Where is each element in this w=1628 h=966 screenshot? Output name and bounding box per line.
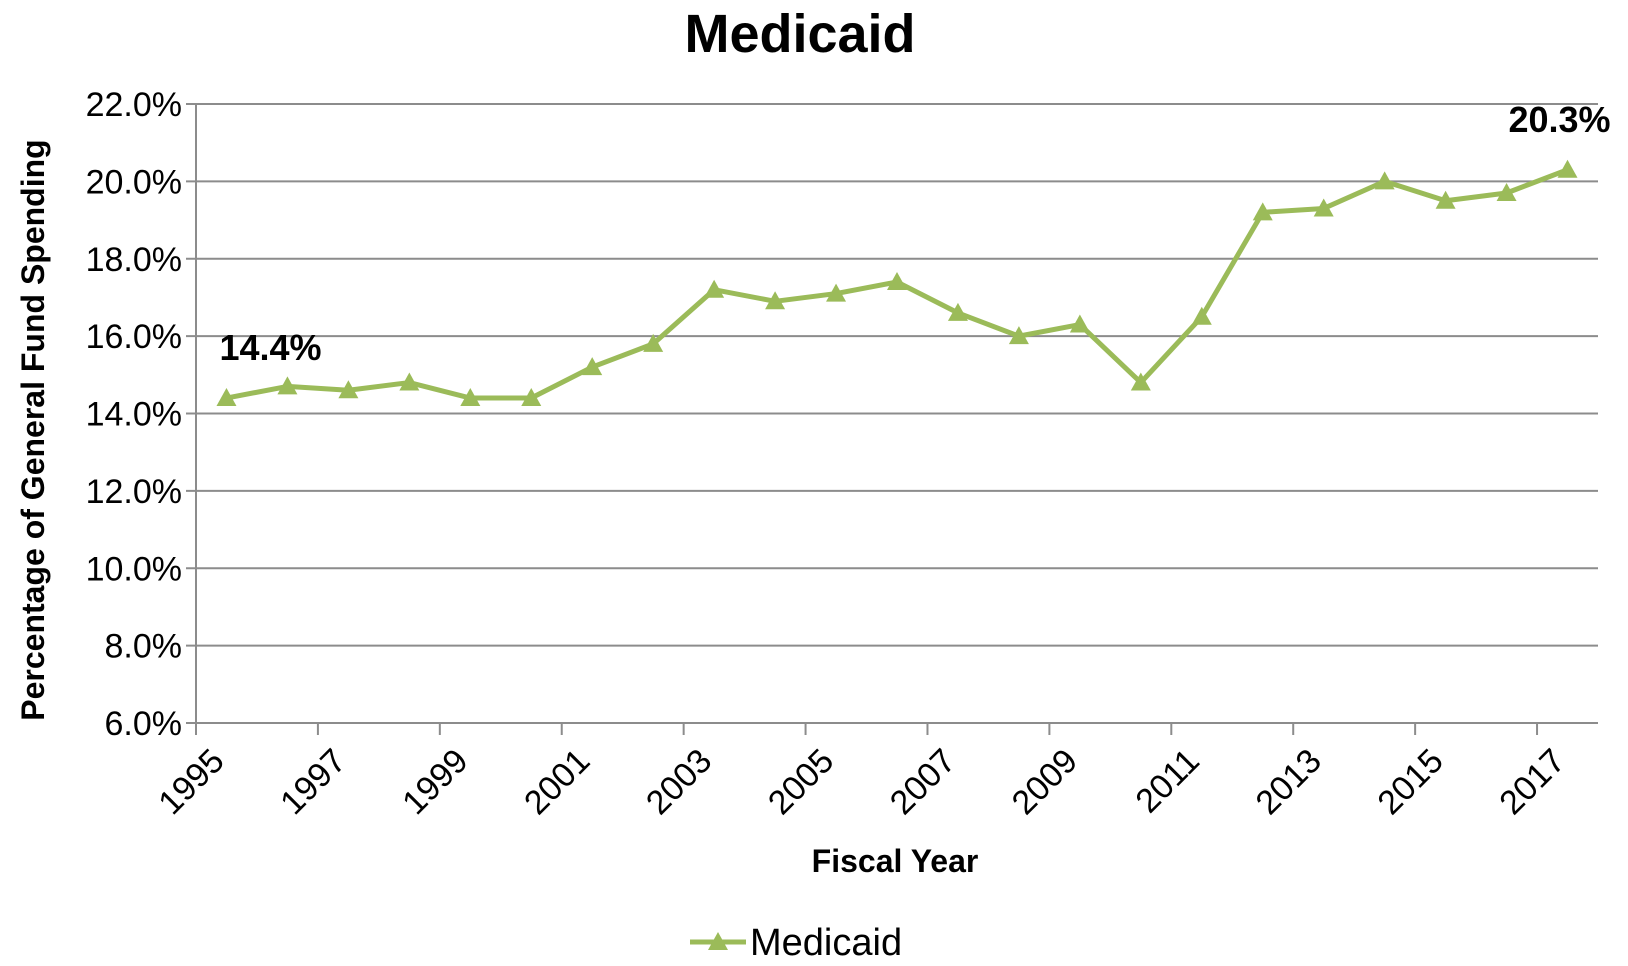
- axes: [186, 103, 1598, 735]
- data-point: [216, 388, 237, 407]
- data-label: 14.4%: [219, 327, 321, 368]
- data-point: [582, 357, 603, 376]
- data-point: [1313, 198, 1334, 217]
- data-point: [460, 388, 481, 407]
- data-point: [643, 333, 664, 352]
- data-point: [1130, 372, 1151, 391]
- data-point: [1008, 326, 1029, 345]
- data-point: [521, 388, 542, 407]
- data-point: [338, 380, 359, 399]
- x-tick-label: 2011: [1128, 742, 1207, 821]
- legend-marker: [708, 932, 728, 950]
- gridlines: [196, 103, 1598, 724]
- y-tick-label: 16.0%: [86, 318, 182, 356]
- data-point: [1557, 159, 1578, 178]
- y-axis-label: Percentage of General Fund Spending: [15, 139, 51, 720]
- chart-title: Medicaid: [684, 4, 915, 64]
- data-point: [1374, 171, 1395, 190]
- data-point: [887, 271, 907, 290]
- y-tick-label: 12.0%: [86, 473, 182, 511]
- x-tick-labels: 1995 1997 1999 2001 2003 2005 2007 2009 2011 2013…: [151, 742, 1572, 822]
- data-point: [1435, 190, 1456, 209]
- x-tick-label: 2017: [1492, 742, 1572, 822]
- data-point: [765, 291, 786, 310]
- data-point: [826, 283, 847, 302]
- x-tick-label: 1995: [151, 742, 231, 822]
- x-tick-label: 2005: [761, 742, 841, 822]
- y-tick-label: 6.0%: [105, 705, 183, 743]
- x-tick-label: 2007: [883, 742, 963, 822]
- y-tick-label: 14.0%: [86, 396, 182, 434]
- data-point: [1496, 182, 1517, 201]
- series-medicaid: [216, 159, 1578, 407]
- y-tick-label: 20.0%: [86, 163, 182, 201]
- data-label: 20.3%: [1508, 99, 1610, 140]
- y-tick-labels: 6.0% 8.0% 10.0% 12.0% 14.0% 16.0% 18.0% 20.0% 22…: [86, 86, 182, 743]
- y-tick-label: 18.0%: [86, 241, 182, 279]
- y-tick-label: 10.0%: [86, 550, 182, 588]
- x-axis-label: Fiscal Year: [812, 843, 979, 879]
- data-point: [1069, 314, 1090, 333]
- data-point: [1252, 202, 1273, 221]
- x-tick-label: 1997: [273, 742, 353, 822]
- x-tick-label: 2001: [517, 742, 597, 822]
- data-point: [947, 302, 968, 321]
- x-tick-label: 2009: [1005, 742, 1085, 822]
- x-tick-label: 2015: [1370, 742, 1450, 822]
- legend-label: Medicaid: [750, 922, 902, 964]
- x-tick-label: 1999: [395, 742, 475, 822]
- data-point: [277, 376, 298, 395]
- data-point: [399, 372, 420, 391]
- data-labels: 14.4% 20.3%: [219, 99, 1610, 368]
- legend: Medicaid: [690, 922, 902, 964]
- data-point: [704, 279, 725, 298]
- y-tick-label: 22.0%: [86, 86, 182, 124]
- data-point: [1191, 306, 1212, 325]
- x-tick-label: 2013: [1249, 742, 1329, 822]
- y-tick-label: 8.0%: [105, 628, 183, 666]
- x-tick-label: 2003: [639, 742, 719, 822]
